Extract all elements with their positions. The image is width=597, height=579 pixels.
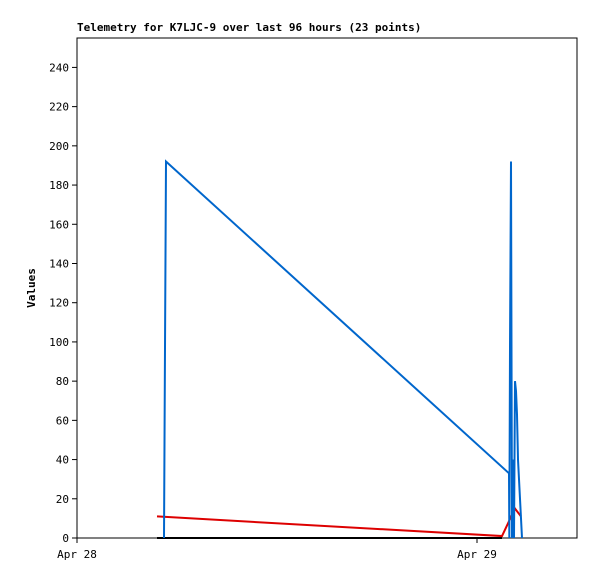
y-tick-label: 240 xyxy=(49,61,69,74)
y-tick-label: 40 xyxy=(56,454,69,467)
y-tick-label: 220 xyxy=(49,101,69,114)
x-tick-label: Apr 28 xyxy=(57,548,97,561)
y-tick-label: 0 xyxy=(62,532,69,545)
y-tick-label: 160 xyxy=(49,218,69,231)
chart-title: Telemetry for K7LJC-9 over last 96 hours… xyxy=(77,21,421,34)
y-tick-label: 140 xyxy=(49,257,69,270)
y-tick-label: 180 xyxy=(49,179,69,192)
y-tick-label: 120 xyxy=(49,297,69,310)
y-tick-label: 60 xyxy=(56,414,69,427)
y-tick-label: 200 xyxy=(49,140,69,153)
x-tick-label: Apr 29 xyxy=(457,548,497,561)
plot-frame xyxy=(76,37,578,539)
y-tick-label: 80 xyxy=(56,375,69,388)
series-line xyxy=(156,506,522,538)
y-tick-label: 20 xyxy=(56,493,69,506)
y-tick-label: 100 xyxy=(49,336,69,349)
series-line xyxy=(163,159,523,539)
y-axis-label: Values xyxy=(25,268,38,308)
